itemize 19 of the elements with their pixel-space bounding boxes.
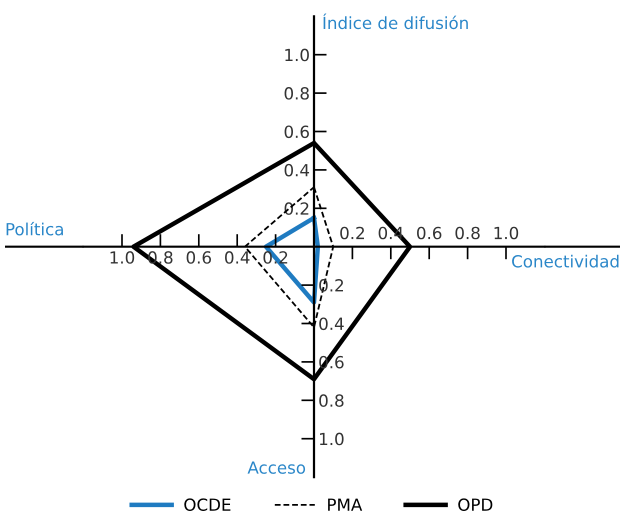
text: 1.0 [494, 226, 518, 240]
text: 1.0 [320, 432, 344, 446]
text: 0.4 [319, 317, 344, 330]
text: 0.8 [455, 226, 480, 240]
spoke-label: Índice de difusión [323, 14, 468, 30]
spoke-label: Política [6, 222, 63, 236]
legend-label: OPD [458, 498, 492, 511]
spoke-label: Acceso [248, 461, 306, 474]
text: 0.6 [284, 125, 309, 138]
text: 0.2 [319, 279, 344, 292]
spoke-label: Conectividad [512, 254, 618, 268]
legend-label: PMA [328, 498, 362, 511]
text: 0.4 [284, 164, 310, 176]
legend-label: OCDE [184, 498, 230, 511]
text: 0.8 [284, 87, 309, 100]
text: 0.6 [417, 226, 442, 240]
text: 1.0 [285, 48, 309, 62]
text: 0.8 [319, 394, 344, 407]
text: 0.2 [340, 226, 364, 240]
